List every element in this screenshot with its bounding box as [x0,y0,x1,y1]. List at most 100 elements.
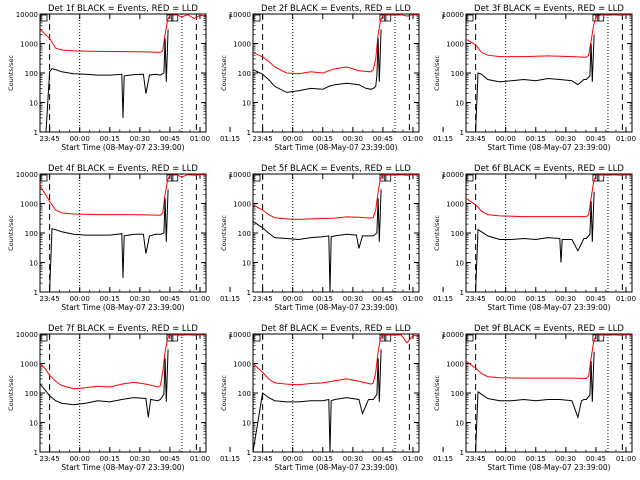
y-tick-label: 1000 [446,201,464,209]
x-tick-label: 00:45 [586,135,606,143]
plot-frame [465,13,633,133]
y-tick-label: 10000 [442,331,464,339]
x-axis-label: Start Time (08-May-07 23:39:00) [61,143,184,152]
x-tick-label: 00:30 [343,295,363,303]
plot-title: Det 4f BLACK = Events, RED = LLD [48,164,198,174]
x-tick-label: 00:00 [70,455,90,463]
x-tick-label: 23:45 [253,455,273,463]
x-tick-label: 00:15 [100,455,120,463]
y-tick-label: 10000 [16,331,38,339]
lld-series-line [40,14,206,53]
y-tick-label: 1000 [233,41,251,49]
y-tick-label: 10000 [442,171,464,179]
x-tick-label: 00:45 [586,455,606,463]
x-tick-label: 00:00 [70,135,90,143]
flag-box [466,334,474,342]
plot-title: Det 3f BLACK = Events, RED = LLD [474,4,624,14]
y-tick-label: 10 [242,100,251,108]
plot-title: Det 8f BLACK = Events, RED = LLD [261,324,411,334]
events-series-line [253,189,382,292]
plot-title: Det 7f BLACK = Events, RED = LLD [48,324,198,334]
plot-title: Det 1f BLACK = Events, RED = LLD [48,4,198,14]
x-tick-label: 23:45 [466,135,486,143]
plot-title: Det 6f BLACK = Events, RED = LLD [474,164,624,174]
x-tick-label: 01:15 [433,455,453,463]
x-tick-label: 00:30 [130,295,150,303]
plot-frame [252,333,420,453]
lld-series-line [253,174,419,220]
x-tick-label: 00:00 [283,295,303,303]
y-tick-label: 100 [238,230,251,238]
x-tick-label: 00:15 [526,135,546,143]
flag-box [253,334,261,342]
plot-frame [465,173,633,293]
y-tick-label: 100 [238,390,251,398]
y-tick-label: 1 [247,289,251,297]
y-tick-label: 10 [455,420,464,428]
x-tick-label: 01:15 [220,455,240,463]
y-tick-label: 10000 [229,11,251,19]
x-tick-label: 00:15 [100,295,120,303]
y-axis-label: Counts/sec [220,375,228,411]
y-tick-label: 1 [34,449,38,457]
y-tick-label: 100 [25,390,38,398]
x-tick-label: 01:00 [403,135,423,143]
detector-panel: Det 2f BLACK = Events, RED = LLD 1 10 100 10… [220,4,453,152]
x-tick-label: 01:15 [220,295,240,303]
x-axis-label: Start Time (08-May-07 23:39:00) [487,303,610,312]
y-tick-label: 1 [460,289,464,297]
x-tick-label: 23:45 [253,135,273,143]
y-tick-label: 10000 [16,171,38,179]
flag-box [253,174,261,182]
plot-frame [252,13,420,133]
y-tick-label: 1000 [233,201,251,209]
x-tick-label: 00:00 [70,295,90,303]
x-tick-label: 00:00 [496,455,516,463]
x-tick-label: 01:00 [616,455,636,463]
x-axis-label: Start Time (08-May-07 23:39:00) [274,143,397,152]
x-tick-label: 01:15 [220,135,240,143]
flag-box [253,14,261,22]
x-tick-label: 00:15 [526,455,546,463]
y-tick-label: 1000 [20,41,38,49]
y-tick-label: 10 [455,100,464,108]
y-axis-label: Counts/sec [433,55,441,91]
flag-box [40,14,48,22]
x-tick-label: 23:45 [40,135,60,143]
y-axis-label: Counts/sec [7,375,15,411]
y-tick-label: 100 [25,70,38,78]
lld-series-line [253,334,419,386]
x-tick-label: 00:30 [343,135,363,143]
lld-series-line [466,334,632,380]
y-tick-label: 10000 [229,331,251,339]
y-axis-label: Counts/sec [220,215,228,251]
x-tick-label: 00:45 [160,135,180,143]
y-tick-label: 10 [455,260,464,268]
y-tick-label: 10000 [442,11,464,19]
y-tick-label: 10 [242,260,251,268]
x-tick-label: 01:00 [190,455,210,463]
y-tick-label: 10 [242,420,251,428]
events-series-line [40,189,169,292]
y-tick-label: 10000 [229,171,251,179]
y-tick-label: 1000 [20,201,38,209]
x-tick-label: 23:45 [253,295,273,303]
detector-panel: Det 8f BLACK = Events, RED = LLD 1 10 100 10… [220,324,453,472]
flag-box [40,334,48,342]
x-tick-label: 01:00 [616,135,636,143]
plot-title: Det 5f BLACK = Events, RED = LLD [261,164,411,174]
y-tick-label: 100 [451,230,464,238]
x-tick-label: 23:45 [466,455,486,463]
lld-series-line [466,14,632,58]
x-tick-label: 00:30 [130,135,150,143]
y-tick-label: 1 [460,449,464,457]
x-tick-label: 00:30 [556,455,576,463]
x-tick-label: 00:45 [373,135,393,143]
y-tick-label: 10000 [16,11,38,19]
events-series-line [466,351,595,452]
x-axis-label: Start Time (08-May-07 23:39:00) [61,303,184,312]
x-axis-label: Start Time (08-May-07 23:39:00) [274,463,397,472]
y-axis-label: Counts/sec [7,215,15,251]
x-tick-label: 00:30 [556,295,576,303]
x-tick-label: 00:15 [313,455,333,463]
